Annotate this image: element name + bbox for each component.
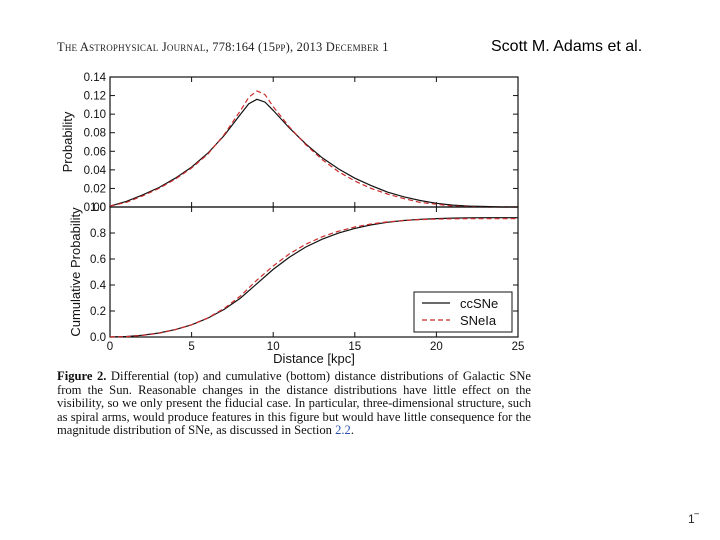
y-axis-label: Cumulative Probability <box>68 207 83 337</box>
series-line-sneia <box>109 218 518 338</box>
y-tick-label: 0.2 <box>90 306 106 318</box>
page-number: 1‾ <box>688 512 699 526</box>
y-tick-label: 1.0 <box>90 202 106 214</box>
y-tick-label: 0.08 <box>84 128 106 140</box>
x-axis-label: Distance [kpc] <box>273 351 355 366</box>
running-head: The Astrophysical Journal, 778:164 (15pp… <box>57 40 389 54</box>
x-tick-label: 25 <box>512 341 525 353</box>
y-tick-label: 0.6 <box>90 254 106 266</box>
x-tick-label: 15 <box>348 341 361 353</box>
y-tick-label: 0.0 <box>90 332 106 344</box>
x-tick-label: 10 <box>267 341 280 353</box>
series-line-ccsne <box>109 98 518 208</box>
section-link[interactable]: 2.2 <box>335 423 351 438</box>
author-label: Scott M. Adams et al. <box>491 38 643 55</box>
cumulative-panel: 0.0 0.2 0.4 0.6 0.8 1.0 0 5 10 15 20 25 Cumulative P… <box>68 202 524 366</box>
y-axis-label: Probability <box>60 111 75 172</box>
y-tick-label: 0.8 <box>90 228 106 240</box>
x-tick-label: 20 <box>430 341 443 353</box>
legend-label: ccSNe <box>460 296 498 311</box>
y-tick-label: 0.10 <box>84 109 106 121</box>
cut-off-text-line: ​ <box>57 458 437 464</box>
differential-panel: 0.00 0.02 0.04 0.06 0.08 0.10 0.12 0.14 Probabil… <box>60 72 519 214</box>
legend-box <box>413 291 513 333</box>
y-tick-label: 0.4 <box>90 280 107 292</box>
caption-end: . <box>350 423 354 438</box>
axes-frame <box>109 76 519 208</box>
axes-frame <box>109 206 519 338</box>
y-tick-label: 0.04 <box>84 165 107 177</box>
x-tick-label: 0 <box>107 341 113 353</box>
y-tick-label: 0.06 <box>84 146 106 158</box>
series-line-sneia <box>109 90 518 208</box>
figure-caption: Figure 2. Differential (top) and cumulat… <box>57 369 532 438</box>
y-tick-label: 0.14 <box>84 72 107 84</box>
legend-label: SNeIa <box>460 313 497 328</box>
caption-text: Differential (top) and cumulative (botto… <box>57 369 532 438</box>
y-tick-label: 0.02 <box>84 183 106 195</box>
legend: ccSNe SNeIa <box>413 291 513 333</box>
y-tick-label: 0.00 <box>84 202 106 214</box>
figure-label: Figure 2. <box>57 369 107 383</box>
x-tick-label: 5 <box>188 341 194 353</box>
y-tick-label: 0.12 <box>84 91 106 103</box>
distance-distribution-figure: 0.00 0.02 0.04 0.06 0.08 0.10 0.12 0.14 Probabil… <box>60 72 524 366</box>
